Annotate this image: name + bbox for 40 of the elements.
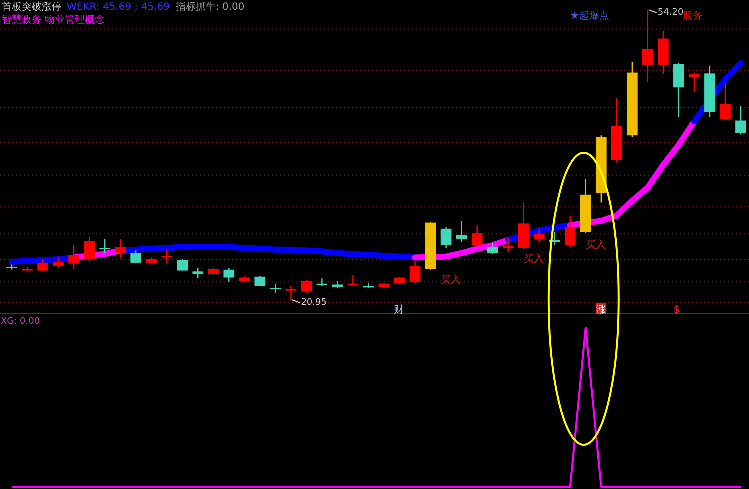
candlestick xyxy=(440,226,452,249)
candlestick xyxy=(224,268,235,283)
text: 涨 xyxy=(596,304,606,316)
annotation: 20.95 xyxy=(301,298,327,308)
candlestick xyxy=(68,244,80,270)
candlestick xyxy=(736,105,746,136)
candlestick xyxy=(487,242,498,255)
candlestick xyxy=(564,215,576,248)
annotation: 买入 xyxy=(524,253,544,265)
candlestick xyxy=(270,283,282,294)
candlestick xyxy=(286,286,297,301)
candlestick xyxy=(472,224,483,248)
candlestick xyxy=(38,258,48,272)
candlestick xyxy=(84,236,95,263)
candlestick xyxy=(534,228,545,244)
candlestick xyxy=(674,62,684,118)
candlestick xyxy=(456,220,468,243)
candlestick xyxy=(130,250,142,264)
annotation: ★起爆点 xyxy=(570,10,610,22)
text: $ xyxy=(674,305,680,316)
annotation: 服务 xyxy=(682,10,703,22)
candlestick xyxy=(301,280,312,294)
chart-title: 首板突破涨停 xyxy=(2,1,62,13)
candlestick xyxy=(689,72,700,93)
annotation: 买入 xyxy=(440,274,461,286)
candlestick xyxy=(410,260,421,284)
text: 智慧政务 物业管理概念 xyxy=(2,14,106,26)
annotation: WEKR: 45.69 ; 45.69 xyxy=(67,2,170,13)
candlestick xyxy=(177,258,188,272)
candlestick xyxy=(115,238,126,258)
candlestick xyxy=(53,256,64,269)
chart-title: XG: 0.00 xyxy=(1,317,40,327)
annotation: 买入 xyxy=(586,239,606,251)
candlestick xyxy=(720,82,731,122)
annotation: 54.20 xyxy=(658,8,684,18)
annotation: 指标抓牛: 0.00 xyxy=(174,1,245,13)
candlestick xyxy=(100,238,110,254)
candlestick xyxy=(192,268,204,280)
candlestick xyxy=(254,275,266,288)
text: 财 xyxy=(394,304,404,316)
